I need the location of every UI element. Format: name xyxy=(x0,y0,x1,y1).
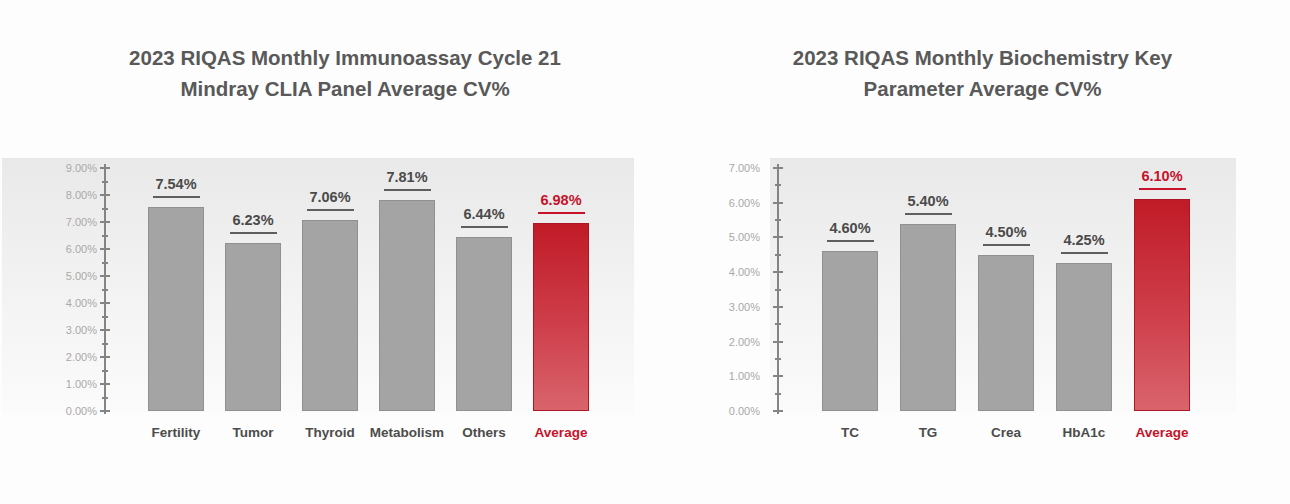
y-axis-major-tick xyxy=(773,410,783,412)
y-axis-minor-tick xyxy=(775,254,781,256)
left-chart-title: 2023 RIQAS Monthly Immunoassay Cycle 21 … xyxy=(45,42,645,104)
y-axis-major-tick xyxy=(773,202,783,204)
y-axis-major-tick xyxy=(100,329,110,331)
y-axis-major-tick xyxy=(100,167,110,169)
y-axis-major-tick xyxy=(773,341,783,343)
y-axis-tick-label: 5.00% xyxy=(27,269,97,283)
y-axis-minor-tick xyxy=(775,184,781,186)
value-label: 7.54% xyxy=(131,176,221,193)
y-axis-tick-label: 8.00% xyxy=(27,188,97,202)
y-axis-major-tick xyxy=(773,167,783,169)
value-label-underline xyxy=(153,196,200,198)
value-label: 7.06% xyxy=(285,189,375,206)
y-axis-tick-label: 3.00% xyxy=(27,323,97,337)
bar-fertility xyxy=(148,207,204,411)
y-axis-minor-tick xyxy=(102,397,108,399)
y-axis-major-tick xyxy=(100,275,110,277)
bar-crea xyxy=(978,255,1034,411)
value-label-underline xyxy=(983,244,1030,246)
value-label: 6.10% xyxy=(1117,168,1207,185)
value-label-underline xyxy=(307,209,354,211)
y-axis-major-tick xyxy=(100,410,110,412)
value-label: 4.60% xyxy=(805,220,895,237)
y-axis-tick-label: 0.00% xyxy=(690,404,760,418)
value-label-underline xyxy=(538,212,585,214)
y-axis-minor-tick xyxy=(775,219,781,221)
value-label: 6.98% xyxy=(516,192,606,209)
bar-others xyxy=(456,237,512,411)
bar-average xyxy=(533,223,589,411)
y-axis-major-tick xyxy=(773,271,783,273)
value-label: 5.40% xyxy=(883,193,973,210)
bar-metabolism xyxy=(379,200,435,411)
y-axis-major-tick xyxy=(100,356,110,358)
y-axis-tick-label: 1.00% xyxy=(27,377,97,391)
y-axis-tick-label: 1.00% xyxy=(690,369,760,383)
value-label: 4.25% xyxy=(1039,232,1129,249)
y-axis-major-tick xyxy=(100,248,110,250)
right-chart-title-line2: Parameter Average CV% xyxy=(685,73,1280,104)
category-label-average: Average xyxy=(506,425,616,441)
bar-thyroid xyxy=(302,220,358,411)
right-chart-title-line1: 2023 RIQAS Monthly Biochemistry Key xyxy=(685,42,1280,73)
value-label: 7.81% xyxy=(362,169,452,186)
y-axis-minor-tick xyxy=(775,393,781,395)
y-axis-tick-label: 6.00% xyxy=(690,196,760,210)
category-label-average: Average xyxy=(1107,425,1217,441)
y-axis-tick-label: 3.00% xyxy=(690,300,760,314)
bar-hba1c xyxy=(1056,263,1112,411)
value-label: 6.23% xyxy=(208,212,298,229)
y-axis-tick-label: 7.00% xyxy=(27,215,97,229)
bar-tc xyxy=(822,251,878,411)
value-label-underline xyxy=(1139,188,1186,190)
value-label: 4.50% xyxy=(961,224,1051,241)
y-axis-tick-label: 0.00% xyxy=(27,404,97,418)
left-chart-title-line2: Mindray CLIA Panel Average CV% xyxy=(45,73,645,104)
y-axis-minor-tick xyxy=(102,181,108,183)
y-axis-minor-tick xyxy=(775,323,781,325)
y-axis-major-tick xyxy=(100,221,110,223)
y-axis-major-tick xyxy=(773,236,783,238)
bar-tg xyxy=(900,224,956,411)
left-chart-title-line1: 2023 RIQAS Monthly Immunoassay Cycle 21 xyxy=(45,42,645,73)
infographic-canvas: 2023 RIQAS Monthly Immunoassay Cycle 21 … xyxy=(0,0,1290,504)
value-label-underline xyxy=(461,226,508,228)
value-label-underline xyxy=(384,189,431,191)
right-chart-title: 2023 RIQAS Monthly Biochemistry Key Para… xyxy=(685,42,1280,104)
y-axis-tick-label: 7.00% xyxy=(690,161,760,175)
y-axis-minor-tick xyxy=(102,370,108,372)
y-axis-minor-tick xyxy=(102,343,108,345)
y-axis-major-tick xyxy=(773,375,783,377)
y-axis-tick-label: 2.00% xyxy=(27,350,97,364)
value-label-underline xyxy=(1061,252,1108,254)
bar-tumor xyxy=(225,243,281,411)
y-axis-major-tick xyxy=(773,306,783,308)
y-axis-tick-label: 6.00% xyxy=(27,242,97,256)
y-axis-minor-tick xyxy=(102,235,108,237)
y-axis-tick-label: 2.00% xyxy=(690,335,760,349)
y-axis-major-tick xyxy=(100,383,110,385)
bar-average xyxy=(1134,199,1190,411)
y-axis-tick-label: 5.00% xyxy=(690,230,760,244)
value-label-underline xyxy=(230,232,277,234)
y-axis-tick-label: 4.00% xyxy=(27,296,97,310)
y-axis-minor-tick xyxy=(775,289,781,291)
y-axis-minor-tick xyxy=(775,358,781,360)
y-axis-minor-tick xyxy=(102,208,108,210)
value-label-underline xyxy=(905,213,952,215)
y-axis-minor-tick xyxy=(102,316,108,318)
y-axis-minor-tick xyxy=(102,289,108,291)
y-axis-tick-label: 9.00% xyxy=(27,161,97,175)
y-axis-major-tick xyxy=(100,194,110,196)
y-axis-minor-tick xyxy=(102,262,108,264)
y-axis-major-tick xyxy=(100,302,110,304)
y-axis-tick-label: 4.00% xyxy=(690,265,760,279)
value-label-underline xyxy=(827,240,874,242)
